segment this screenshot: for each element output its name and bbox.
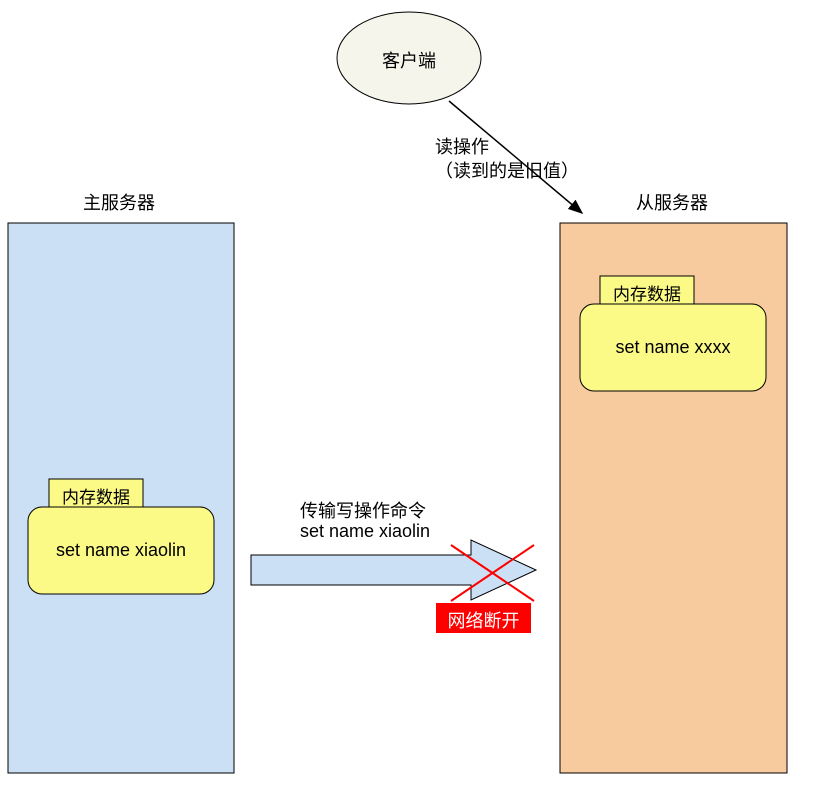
disconnect-label: 网络断开 (436, 607, 531, 633)
master-title: 主服务器 (83, 189, 155, 215)
transfer-arrow (251, 540, 536, 600)
diagram-svg (0, 0, 834, 812)
slave-memory-tab-label: 内存数据 (600, 280, 694, 305)
client-label: 客户端 (349, 47, 469, 73)
transfer-label-line2: set name xiaolin (300, 521, 430, 542)
slave-memory-label: set name xxxx (580, 337, 766, 358)
slave-title: 从服务器 (636, 189, 708, 215)
master-memory-tab-label: 内存数据 (49, 483, 143, 508)
master-memory-label: set name xiaolin (28, 540, 214, 561)
read-label-line2: （读到的是旧值） (435, 157, 579, 183)
transfer-label-line1: 传输写操作命令 (300, 497, 426, 523)
read-label-line1: 读操作 (435, 133, 489, 159)
